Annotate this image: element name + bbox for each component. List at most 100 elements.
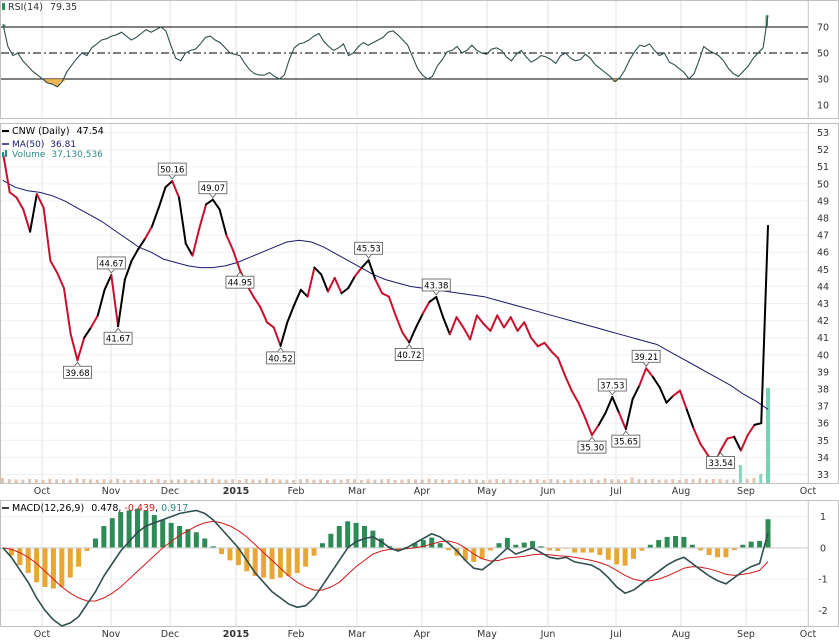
price-segment bbox=[374, 278, 384, 295]
legend-series-name: CNW (Daily) bbox=[12, 126, 70, 137]
macd-histogram-bar bbox=[446, 547, 452, 551]
price-annotation-pointer bbox=[107, 268, 115, 274]
price-segment bbox=[699, 442, 709, 455]
x-axis-label: Nov bbox=[102, 486, 121, 497]
volume-bar bbox=[610, 479, 614, 483]
price-ytick-label: 36 bbox=[817, 419, 829, 430]
volume-bar bbox=[224, 479, 228, 483]
volume-bar bbox=[237, 479, 241, 483]
price-segment bbox=[672, 389, 681, 397]
price-annotation: 33.54 bbox=[708, 459, 732, 469]
price-annotation: 39.68 bbox=[65, 369, 89, 379]
price-segment bbox=[760, 224, 769, 425]
price-segment bbox=[523, 321, 533, 339]
macd-histogram-bar bbox=[294, 547, 300, 573]
volume-bar bbox=[393, 479, 397, 483]
macd-signal-line bbox=[2, 520, 769, 602]
macd-ytick-label: -1 bbox=[818, 575, 827, 586]
price-segment bbox=[624, 398, 634, 431]
price-segment bbox=[62, 287, 72, 336]
price-segment bbox=[347, 275, 357, 290]
macd-histogram-bar bbox=[50, 547, 56, 589]
price-ytick-label: 33 bbox=[817, 470, 829, 481]
price-segment bbox=[225, 234, 235, 252]
price-annotation: 35.30 bbox=[580, 444, 604, 454]
volume-bar bbox=[441, 479, 445, 483]
macd-histogram-bar bbox=[202, 538, 208, 548]
volume-bar bbox=[359, 479, 363, 483]
price-segment bbox=[110, 273, 120, 328]
macd-histogram-bar bbox=[151, 515, 157, 548]
x-axis-label-bottom: Mar bbox=[348, 629, 366, 640]
price-annotation-pointer bbox=[588, 436, 596, 442]
price-segment bbox=[726, 435, 736, 440]
price-ytick-label: 41 bbox=[817, 333, 829, 344]
price-segment bbox=[651, 376, 661, 389]
macd-histogram-bar bbox=[277, 547, 283, 578]
price-segment bbox=[746, 423, 756, 437]
price-segment bbox=[611, 396, 621, 414]
volume-bar bbox=[664, 479, 668, 483]
macd-histogram-bar bbox=[101, 526, 107, 548]
volume-bar bbox=[177, 479, 181, 483]
macd-legend: MACD(12,26,9) 0.478, -0.439, 0.917 bbox=[2, 503, 188, 514]
macd-histogram-bar bbox=[555, 547, 561, 551]
rsi-line bbox=[2, 15, 769, 88]
price-segment bbox=[530, 336, 539, 348]
price-annotation-pointer bbox=[622, 430, 630, 436]
x-axis-label: Aug bbox=[672, 486, 691, 497]
price-segment bbox=[462, 326, 472, 341]
macd-histogram-bar bbox=[361, 526, 367, 548]
x-axis-label: Apr bbox=[414, 486, 431, 497]
price-ytick-label: 48 bbox=[817, 214, 829, 225]
volume-bar bbox=[542, 479, 546, 483]
volume-bar bbox=[366, 479, 370, 483]
price-segment bbox=[408, 326, 417, 344]
macd-histogram-bar bbox=[689, 544, 695, 548]
volume-bar bbox=[630, 477, 634, 483]
macd-histogram-bar bbox=[353, 522, 359, 548]
svg-text:CNW (Daily) 47.54: CNW (Daily) 47.54 bbox=[12, 126, 104, 137]
macd-histogram-bar bbox=[580, 547, 586, 553]
macd-signal-value: -0.439 bbox=[124, 503, 155, 514]
macd-histogram-bar bbox=[328, 533, 334, 548]
volume-bar bbox=[34, 479, 38, 483]
macd-histogram-bar bbox=[538, 546, 544, 548]
macd-panel bbox=[0, 500, 839, 627]
macd-histogram-bar bbox=[715, 547, 721, 558]
macd-histogram-bar bbox=[185, 529, 191, 548]
macd-histogram-bar bbox=[488, 547, 494, 551]
macd-histogram-bar bbox=[588, 547, 594, 553]
volume-bar bbox=[380, 479, 384, 483]
price-segment bbox=[144, 225, 153, 240]
price-segment bbox=[584, 417, 593, 437]
macd-histogram-bar bbox=[748, 541, 754, 548]
price-annotation: 45.53 bbox=[356, 245, 380, 255]
rsi-legend-swatch bbox=[2, 3, 5, 10]
volume-bar bbox=[562, 479, 566, 483]
volume-bar bbox=[156, 478, 160, 483]
volume-bar bbox=[583, 479, 587, 483]
price-segment bbox=[489, 314, 499, 332]
volume-bar bbox=[332, 479, 336, 483]
macd-ytick-label: 1 bbox=[820, 512, 826, 523]
macd-ytick-label: -2 bbox=[818, 606, 827, 617]
price-segment bbox=[157, 186, 167, 209]
volume-bar bbox=[149, 479, 153, 483]
volume-bar bbox=[556, 479, 560, 483]
price-segment bbox=[293, 288, 302, 307]
macd-histogram-bar bbox=[530, 541, 536, 548]
volume-bar bbox=[278, 479, 282, 483]
volume-bar bbox=[7, 479, 11, 483]
macd-histogram-bar bbox=[303, 547, 309, 567]
x-axis-label: Jun bbox=[540, 486, 556, 497]
macd-histogram-bar bbox=[126, 510, 132, 548]
x-axis-label-bottom: Aug bbox=[672, 629, 691, 640]
price-segment bbox=[96, 288, 106, 317]
macd-histogram-bar bbox=[731, 547, 737, 551]
price-annotation: 37.53 bbox=[600, 382, 624, 392]
volume-bar bbox=[705, 479, 709, 483]
volume-bar bbox=[569, 479, 573, 483]
macd-histogram-bar bbox=[546, 547, 552, 551]
price-annotation: 39.21 bbox=[634, 353, 658, 363]
